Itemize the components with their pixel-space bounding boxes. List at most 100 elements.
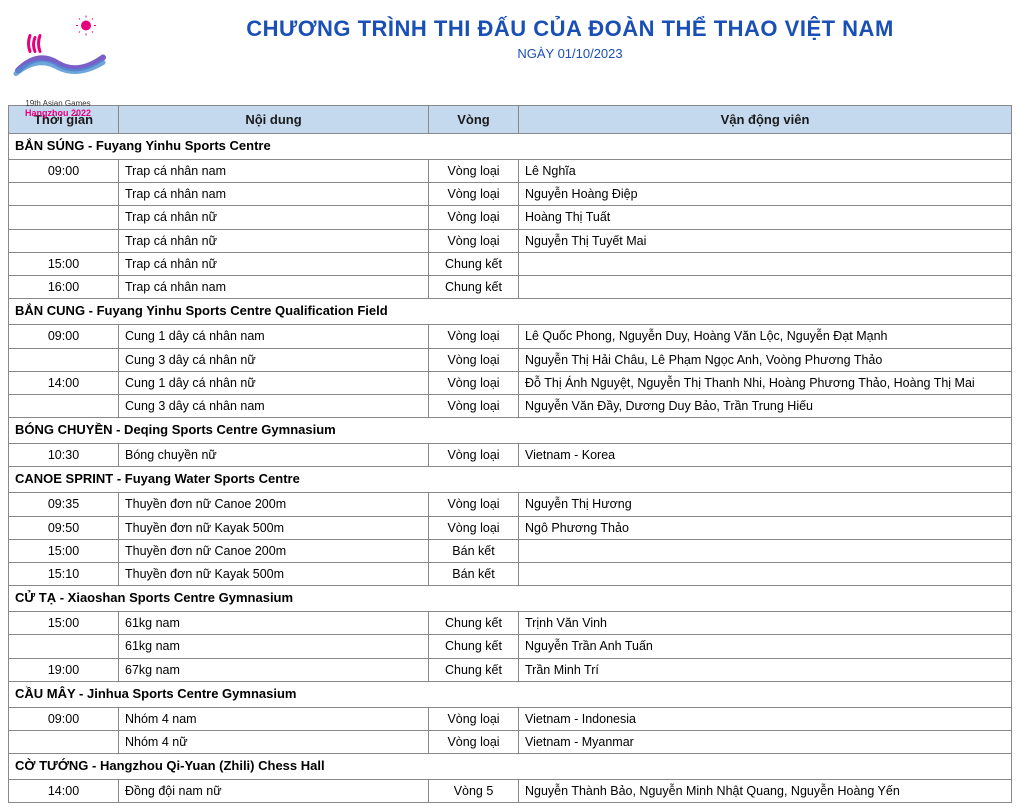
table-row: 09:00Nhóm 4 namVòng loạiVietnam - Indone… — [9, 707, 1012, 730]
cell-time: 15:10 — [9, 563, 119, 586]
cell-content: Đồng đội nam nữ — [119, 780, 429, 803]
cell-time: 15:00 — [9, 252, 119, 275]
table-row: 15:0061kg namChung kếtTrịnh Văn Vinh — [9, 612, 1012, 635]
cell-athlete: Nguyễn Thị Tuyết Mai — [519, 229, 1012, 252]
cell-time — [9, 395, 119, 418]
cell-athlete: Lê Quốc Phong, Nguyễn Duy, Hoàng Văn Lộc… — [519, 325, 1012, 348]
cell-round: Chung kết — [429, 252, 519, 275]
table-row: 09:50Thuyền đơn nữ Kayak 500mVòng loạiNg… — [9, 516, 1012, 539]
cell-time: 09:00 — [9, 325, 119, 348]
cell-content: Thuyền đơn nữ Kayak 500m — [119, 516, 429, 539]
cell-round: Vòng loại — [429, 206, 519, 229]
cell-round: Vòng loại — [429, 516, 519, 539]
page-date: NGÀY 01/10/2023 — [128, 46, 1012, 61]
cell-round: Vòng loại — [429, 371, 519, 394]
cell-round: Chung kết — [429, 276, 519, 299]
cell-round: Vòng loại — [429, 159, 519, 182]
section-title: BẮN SÚNG - Fuyang Yinhu Sports Centre — [9, 134, 1012, 160]
cell-athlete: Lê Nghĩa — [519, 159, 1012, 182]
cell-content: Nhóm 4 nam — [119, 707, 429, 730]
table-row: 14:00Đồng đội nam nữVòng 5Nguyễn Thành B… — [9, 780, 1012, 803]
cell-content: Cung 3 dây cá nhân nữ — [119, 348, 429, 371]
cell-time: 19:00 — [9, 658, 119, 681]
cell-content: Thuyền đơn nữ Canoe 200m — [119, 539, 429, 562]
cell-time — [9, 635, 119, 658]
cell-content: Cung 1 dây cá nhân nữ — [119, 371, 429, 394]
cell-content: Trap cá nhân nữ — [119, 252, 429, 275]
table-row: 15:00Trap cá nhân nữChung kết — [9, 252, 1012, 275]
cell-time: 14:00 — [9, 371, 119, 394]
section-header-row: BẮN CUNG - Fuyang Yinhu Sports Centre Qu… — [9, 299, 1012, 325]
cell-round: Vòng loại — [429, 731, 519, 754]
table-row: Trap cá nhân nữVòng loạiNguyễn Thị Tuyết… — [9, 229, 1012, 252]
section-title: CẦU MÂY - Jinhua Sports Centre Gymnasium — [9, 681, 1012, 707]
cell-round: Vòng loại — [429, 325, 519, 348]
table-row: 16:00Trap cá nhân namChung kết — [9, 276, 1012, 299]
section-title: BÓNG CHUYỀN - Deqing Sports Centre Gymna… — [9, 418, 1012, 444]
cell-time: 15:00 — [9, 612, 119, 635]
cell-round: Bán kết — [429, 539, 519, 562]
col-header-content: Nội dung — [119, 106, 429, 134]
cell-content: 61kg nam — [119, 635, 429, 658]
cell-content: Nhóm 4 nữ — [119, 731, 429, 754]
cell-athlete — [519, 563, 1012, 586]
cell-content: Thuyền đơn nữ Canoe 200m — [119, 493, 429, 516]
cell-athlete: Đỗ Thị Ánh Nguyệt, Nguyễn Thị Thanh Nhi,… — [519, 371, 1012, 394]
cell-time: 15:00 — [9, 539, 119, 562]
table-row: 61kg namChung kếtNguyễn Trần Anh Tuấn — [9, 635, 1012, 658]
cell-round: Chung kết — [429, 612, 519, 635]
cell-round: Bán kết — [429, 563, 519, 586]
cell-content: Thuyền đơn nữ Kayak 500m — [119, 563, 429, 586]
cell-athlete: Nguyễn Thành Bảo, Nguyễn Minh Nhật Quang… — [519, 780, 1012, 803]
table-row: Cung 3 dây cá nhân nữVòng loạiNguyễn Thị… — [9, 348, 1012, 371]
section-header-row: CẦU MÂY - Jinhua Sports Centre Gymnasium — [9, 681, 1012, 707]
section-title: BẮN CUNG - Fuyang Yinhu Sports Centre Qu… — [9, 299, 1012, 325]
cell-athlete — [519, 276, 1012, 299]
cell-athlete: Trần Minh Trí — [519, 658, 1012, 681]
cell-time — [9, 229, 119, 252]
cell-time — [9, 183, 119, 206]
cell-athlete — [519, 252, 1012, 275]
cell-round: Vòng loại — [429, 493, 519, 516]
section-header-row: CỬ TẠ - Xiaoshan Sports Centre Gymnasium — [9, 586, 1012, 612]
section-header-row: CỜ TƯỚNG - Hangzhou Qi-Yuan (Zhili) Ches… — [9, 754, 1012, 780]
col-header-athlete: Vận động viên — [519, 106, 1012, 134]
section-header-row: BÓNG CHUYỀN - Deqing Sports Centre Gymna… — [9, 418, 1012, 444]
cell-athlete: Vietnam - Korea — [519, 444, 1012, 467]
section-header-row: CANOE SPRINT - Fuyang Water Sports Centr… — [9, 467, 1012, 493]
cell-content: Trap cá nhân nữ — [119, 229, 429, 252]
cell-athlete: Nguyễn Trần Anh Tuấn — [519, 635, 1012, 658]
cell-content: Cung 1 dây cá nhân nam — [119, 325, 429, 348]
event-logo: 19th Asian Games Hangzhou 2022 — [8, 8, 108, 93]
table-row: 19:0067kg namChung kếtTrần Minh Trí — [9, 658, 1012, 681]
table-row: 15:00Thuyền đơn nữ Canoe 200mBán kết — [9, 539, 1012, 562]
cell-time: 16:00 — [9, 276, 119, 299]
cell-time: 14:00 — [9, 780, 119, 803]
table-row: 09:00Trap cá nhân namVòng loạiLê Nghĩa — [9, 159, 1012, 182]
cell-athlete: Nguyễn Văn Đầy, Dương Duy Bảo, Trần Trun… — [519, 395, 1012, 418]
cell-athlete: Hoàng Thị Tuất — [519, 206, 1012, 229]
cell-round: Chung kết — [429, 658, 519, 681]
table-row: 10:30Bóng chuyền nữVòng loạiVietnam - Ko… — [9, 444, 1012, 467]
page-header: 19th Asian Games Hangzhou 2022 CHƯƠNG TR… — [8, 8, 1012, 93]
cell-time — [9, 348, 119, 371]
cell-time: 09:00 — [9, 159, 119, 182]
cell-round: Vòng loại — [429, 229, 519, 252]
cell-round: Vòng loại — [429, 183, 519, 206]
cell-time: 09:50 — [9, 516, 119, 539]
table-row: Cung 3 dây cá nhân namVòng loạiNguyễn Vă… — [9, 395, 1012, 418]
table-row: 14:00Cung 1 dây cá nhân nữVòng loạiĐỗ Th… — [9, 371, 1012, 394]
section-title: CANOE SPRINT - Fuyang Water Sports Centr… — [9, 467, 1012, 493]
cell-time: 09:00 — [9, 707, 119, 730]
table-row: 09:00Cung 1 dây cá nhân namVòng loạiLê Q… — [9, 325, 1012, 348]
cell-athlete — [519, 539, 1012, 562]
cell-time — [9, 731, 119, 754]
section-title: CỬ TẠ - Xiaoshan Sports Centre Gymnasium — [9, 586, 1012, 612]
table-row: Trap cá nhân namVòng loạiNguyễn Hoàng Đi… — [9, 183, 1012, 206]
cell-content: Cung 3 dây cá nhân nam — [119, 395, 429, 418]
table-row: Nhóm 4 nữVòng loạiVietnam - Myanmar — [9, 731, 1012, 754]
page-title: CHƯƠNG TRÌNH THI ĐẤU CỦA ĐOÀN THỂ THAO V… — [128, 16, 1012, 42]
cell-round: Chung kết — [429, 635, 519, 658]
cell-athlete: Nguyễn Thị Hương — [519, 493, 1012, 516]
table-row: Trap cá nhân nữVòng loạiHoàng Thị Tuất — [9, 206, 1012, 229]
